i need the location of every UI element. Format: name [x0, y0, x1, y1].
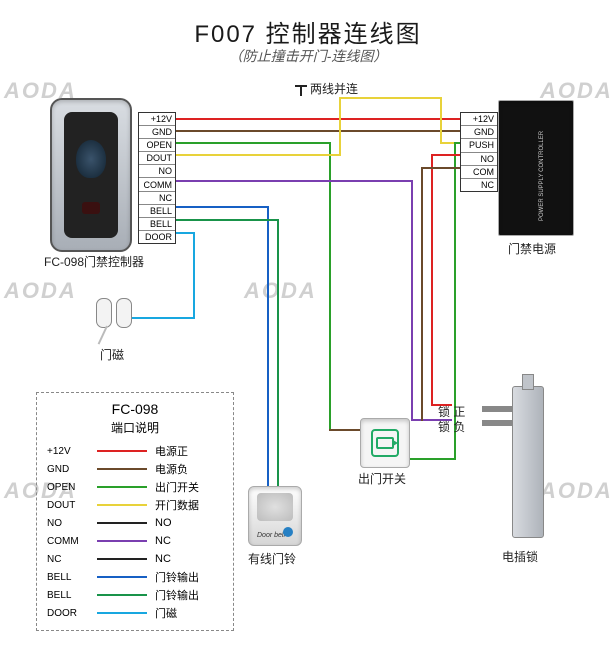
legend-row: OPEN 出门开关	[47, 478, 223, 496]
legend-desc: 门磁	[155, 605, 177, 621]
legend-pin-name: COMM	[47, 536, 89, 547]
legend-desc: NC	[155, 553, 171, 565]
legend-pin-name: NC	[47, 554, 89, 565]
legend-row: GND 电源负	[47, 460, 223, 478]
wire	[175, 181, 451, 420]
legend-color-line	[97, 594, 147, 596]
legend-row: BELL 门铃输出	[47, 568, 223, 586]
pin-row: COMM	[139, 178, 175, 191]
doorbell-label: 有线门铃	[248, 550, 296, 567]
lock-device	[482, 386, 568, 540]
legend-desc: NC	[155, 535, 171, 547]
door-sensor-device	[96, 298, 132, 338]
pin-row: DOUT	[139, 152, 175, 165]
controller-device	[50, 98, 132, 252]
wire	[175, 98, 460, 155]
legend-color-line	[97, 486, 147, 488]
legend-pin-name: OPEN	[47, 482, 89, 493]
pin-row: NC	[461, 179, 497, 191]
lock-label: 电插锁	[502, 548, 538, 565]
legend-pin-name: DOUT	[47, 500, 89, 511]
legend-row: NO NO	[47, 514, 223, 532]
legend-color-line	[97, 540, 147, 542]
doorbell-device: Door bell	[248, 486, 302, 546]
legend-pin-name: DOOR	[47, 608, 89, 619]
pin-row: COM	[461, 166, 497, 179]
legend-desc: 电源正	[155, 443, 188, 459]
pin-row: BELL	[139, 218, 175, 231]
legend-box: FC-098 端口说明 +12V 电源正 GND 电源负 OPEN 出门开关 DOUT 开门数…	[36, 392, 234, 631]
legend-color-line	[97, 468, 147, 470]
pin-row: NC	[139, 192, 175, 205]
legend-row: +12V 电源正	[47, 442, 223, 460]
pin-row: +12V	[461, 113, 497, 126]
legend-desc: 电源负	[155, 461, 188, 477]
wire	[131, 233, 194, 318]
legend-row: BELL 门铃输出	[47, 586, 223, 604]
door-sensor-label: 门磁	[100, 346, 124, 363]
legend-row: COMM NC	[47, 532, 223, 550]
pin-row: PUSH	[461, 139, 497, 152]
legend-desc: 门铃输出	[155, 569, 199, 585]
pin-row: GND	[461, 126, 497, 139]
controller-label: FC-098门禁控制器	[44, 253, 144, 270]
legend-color-line	[97, 576, 147, 578]
exit-button-device	[360, 418, 410, 468]
legend-pin-name: BELL	[47, 572, 89, 583]
exit-button-label: 出门开关	[358, 470, 406, 487]
legend-desc: 门铃输出	[155, 587, 199, 603]
legend-pin-name: BELL	[47, 590, 89, 601]
legend-color-line	[97, 612, 147, 614]
pin-row: NO	[139, 165, 175, 178]
legend-row: DOOR 门磁	[47, 604, 223, 622]
legend-color-line	[97, 558, 147, 560]
legend-color-line	[97, 450, 147, 452]
pin-row: NO	[461, 153, 497, 166]
legend-desc: NO	[155, 517, 172, 529]
legend-pin-name: NO	[47, 518, 89, 529]
pin-row: +12V	[139, 113, 175, 126]
pin-row: OPEN	[139, 139, 175, 152]
legend-desc: 出门开关	[155, 479, 199, 495]
psu-pin-block: +12VGNDPUSHNOCOMNC	[460, 112, 498, 192]
psu-label: 门禁电源	[508, 240, 556, 257]
legend-pin-name: +12V	[47, 446, 89, 457]
pin-row: BELL	[139, 205, 175, 218]
pin-row: DOOR	[139, 231, 175, 243]
controller-pin-block: +12VGNDOPENDOUTNOCOMMNCBELLBELLDOOR	[138, 112, 176, 244]
legend-pin-name: GND	[47, 464, 89, 475]
legend-color-line	[97, 522, 147, 524]
legend-row: DOUT 开门数据	[47, 496, 223, 514]
legend-desc: 开门数据	[155, 497, 199, 513]
psu-device: POWER SUPPLY CONTROLLER	[498, 100, 574, 236]
legend-subtitle: 端口说明	[47, 419, 223, 436]
legend-title: FC-098	[47, 401, 223, 417]
legend-row: NC NC	[47, 550, 223, 568]
legend-color-line	[97, 504, 147, 506]
pin-row: GND	[139, 126, 175, 139]
wire	[175, 143, 365, 430]
lock-neg-label: 锁 负	[438, 418, 465, 435]
